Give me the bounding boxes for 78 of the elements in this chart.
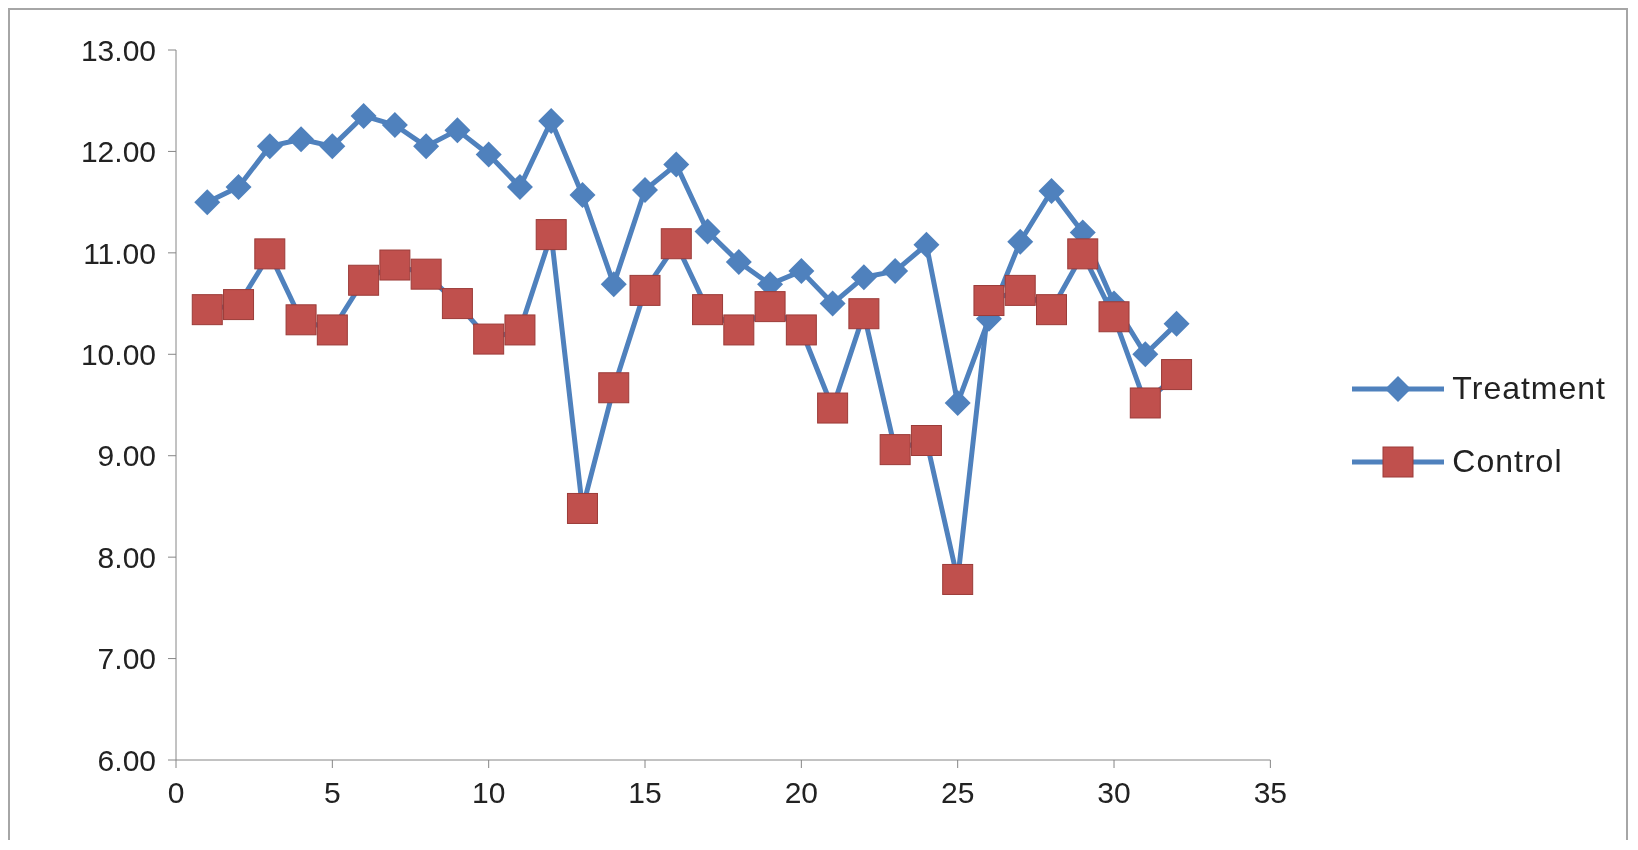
x-tick-label: 30 <box>1097 776 1131 810</box>
x-tick-label: 20 <box>784 776 819 810</box>
point <box>817 392 849 424</box>
point <box>194 189 221 216</box>
point <box>1098 301 1130 333</box>
point <box>1163 310 1190 337</box>
point <box>942 563 974 595</box>
y-tick-label: 9.00 <box>97 439 156 473</box>
point <box>725 248 752 275</box>
point <box>350 102 377 129</box>
point <box>1161 359 1193 391</box>
point <box>569 182 596 209</box>
point <box>819 290 846 317</box>
point <box>381 112 408 139</box>
point <box>566 492 598 524</box>
point <box>441 288 473 320</box>
point <box>660 228 692 260</box>
y-tick-label: 12.00 <box>80 135 156 169</box>
point <box>632 176 659 203</box>
point <box>473 323 505 355</box>
point <box>410 258 442 290</box>
point <box>1132 341 1159 368</box>
point <box>1129 387 1161 419</box>
point <box>910 425 942 456</box>
point <box>504 314 536 346</box>
point <box>348 264 380 296</box>
point <box>288 126 315 153</box>
point <box>754 291 786 323</box>
point <box>506 173 533 200</box>
x-tick-label: 10 <box>471 776 506 810</box>
x-tick-label: 25 <box>941 776 975 810</box>
point <box>379 249 411 281</box>
point <box>785 314 817 346</box>
y-tick-label: 7.00 <box>97 642 156 676</box>
y-tick-label: 6.00 <box>97 743 156 777</box>
point <box>629 274 661 306</box>
point <box>848 298 880 330</box>
point <box>879 434 911 466</box>
point <box>694 218 721 245</box>
point <box>319 133 346 160</box>
point <box>692 294 724 326</box>
point <box>663 151 690 178</box>
point <box>444 117 471 144</box>
point <box>256 133 283 160</box>
point <box>973 285 1005 317</box>
point <box>913 231 940 258</box>
x-tick-label: 15 <box>628 776 662 810</box>
point <box>1038 177 1065 204</box>
point <box>225 173 252 200</box>
x-tick-label: 5 <box>323 776 341 810</box>
point <box>600 271 627 298</box>
point <box>1035 294 1067 326</box>
point <box>475 141 502 168</box>
point <box>254 238 286 270</box>
point <box>723 314 755 346</box>
point <box>1007 228 1034 255</box>
point <box>850 264 877 291</box>
point <box>413 133 440 160</box>
x-tick-label: 35 <box>1253 776 1288 810</box>
point <box>944 389 971 416</box>
point <box>1004 274 1036 306</box>
legend-label: Treatment <box>1452 370 1606 407</box>
point <box>223 289 255 321</box>
y-tick-label: 11.00 <box>83 236 156 270</box>
point <box>788 258 815 285</box>
point <box>1067 238 1099 270</box>
legend-label: Control <box>1452 443 1563 480</box>
point <box>882 258 909 285</box>
point <box>285 304 317 336</box>
point <box>535 219 567 251</box>
point <box>191 294 223 326</box>
point <box>538 108 565 134</box>
x-tick-label: 0 <box>167 776 185 810</box>
y-tick-label: 13.00 <box>80 33 156 67</box>
y-tick-label: 10.00 <box>80 337 156 371</box>
point <box>316 314 348 346</box>
y-tick-label: 8.00 <box>97 540 156 574</box>
point <box>598 372 630 404</box>
